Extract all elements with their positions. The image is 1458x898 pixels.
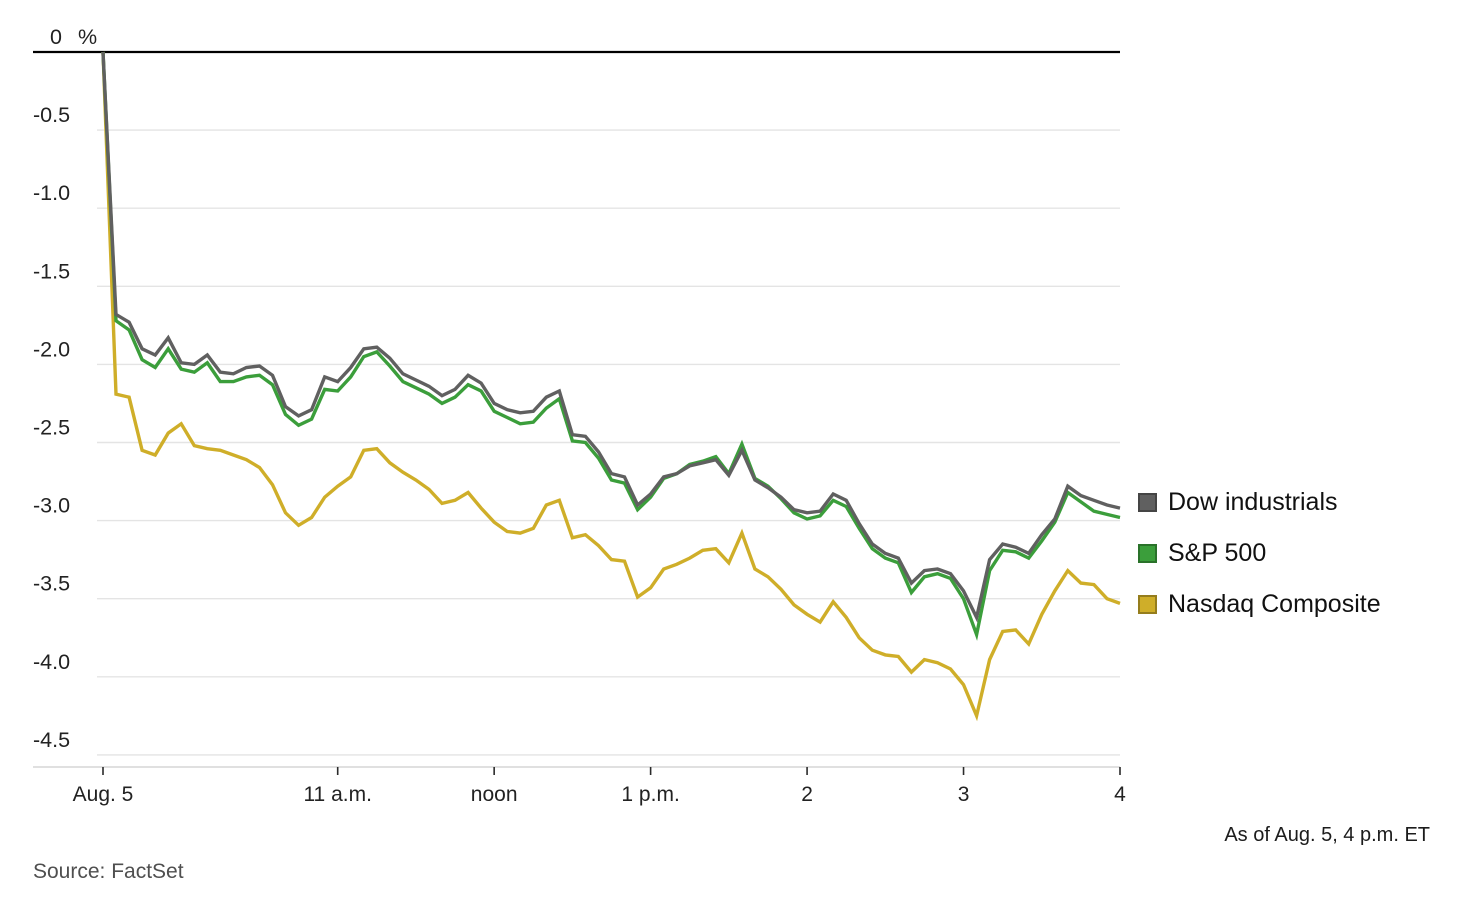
y-tick-label: -2.0: [33, 337, 70, 361]
gridlines: [97, 129, 1120, 756]
chart-legend: Dow industrials S&P 500 Nasdaq Composite: [1138, 488, 1381, 641]
as-of-timestamp: As of Aug. 5, 4 p.m. ET: [1224, 824, 1430, 846]
y-tick-label: -4.5: [33, 728, 70, 752]
y-axis-unit-label: %: [78, 25, 97, 49]
x-tick-label: 3: [958, 783, 970, 806]
y-tick-label: -3.5: [33, 572, 70, 596]
x-tick-label: 1 p.m.: [621, 783, 679, 806]
series-line-dow-industrials: [101, 51, 1121, 623]
y-tick-label: -1.5: [33, 259, 70, 283]
y-axis-labels: 0 -0.5 -1.0 -1.5 -2.0 -2.5 -3.0 -3.5 -4.0 -4.5%: [33, 25, 97, 752]
legend-item-dow: Dow industrials: [1138, 488, 1381, 516]
legend-item-sp500: S&P 500: [1138, 539, 1381, 567]
legend-label-dow: Dow industrials: [1168, 487, 1338, 516]
y-tick-label: 0: [50, 25, 62, 49]
x-tick-label: 2: [801, 783, 813, 806]
y-tick-label: -4.0: [33, 650, 70, 674]
y-tick-label: -1.0: [33, 181, 70, 205]
x-tick-label: Aug. 5: [73, 783, 134, 806]
y-tick-label: -2.5: [33, 416, 70, 440]
legend-label-nasdaq: Nasdaq Composite: [1168, 589, 1381, 618]
legend-item-nasdaq: Nasdaq Composite: [1138, 590, 1381, 618]
nasdaq-color-swatch-icon: [1138, 594, 1157, 614]
dow-color-swatch-icon: [1138, 492, 1157, 512]
y-tick-label: -0.5: [33, 103, 70, 127]
sp500-color-swatch-icon: [1138, 543, 1157, 563]
series-line-s-p-500: [101, 51, 1121, 641]
series-line-nasdaq-composite: [101, 51, 1121, 722]
source-attribution: Source: FactSet: [33, 860, 184, 883]
x-tick-label: 4: [1114, 783, 1126, 806]
x-tick-label: 11 a.m.: [303, 783, 371, 806]
x-tick-label: noon: [471, 783, 518, 806]
x-axis-ticks: Aug. 5 11 a.m. noon 1 p.m. 2 3 4: [73, 767, 1126, 806]
legend-label-sp500: S&P 500: [1168, 538, 1267, 567]
y-tick-label: -3.0: [33, 494, 70, 518]
